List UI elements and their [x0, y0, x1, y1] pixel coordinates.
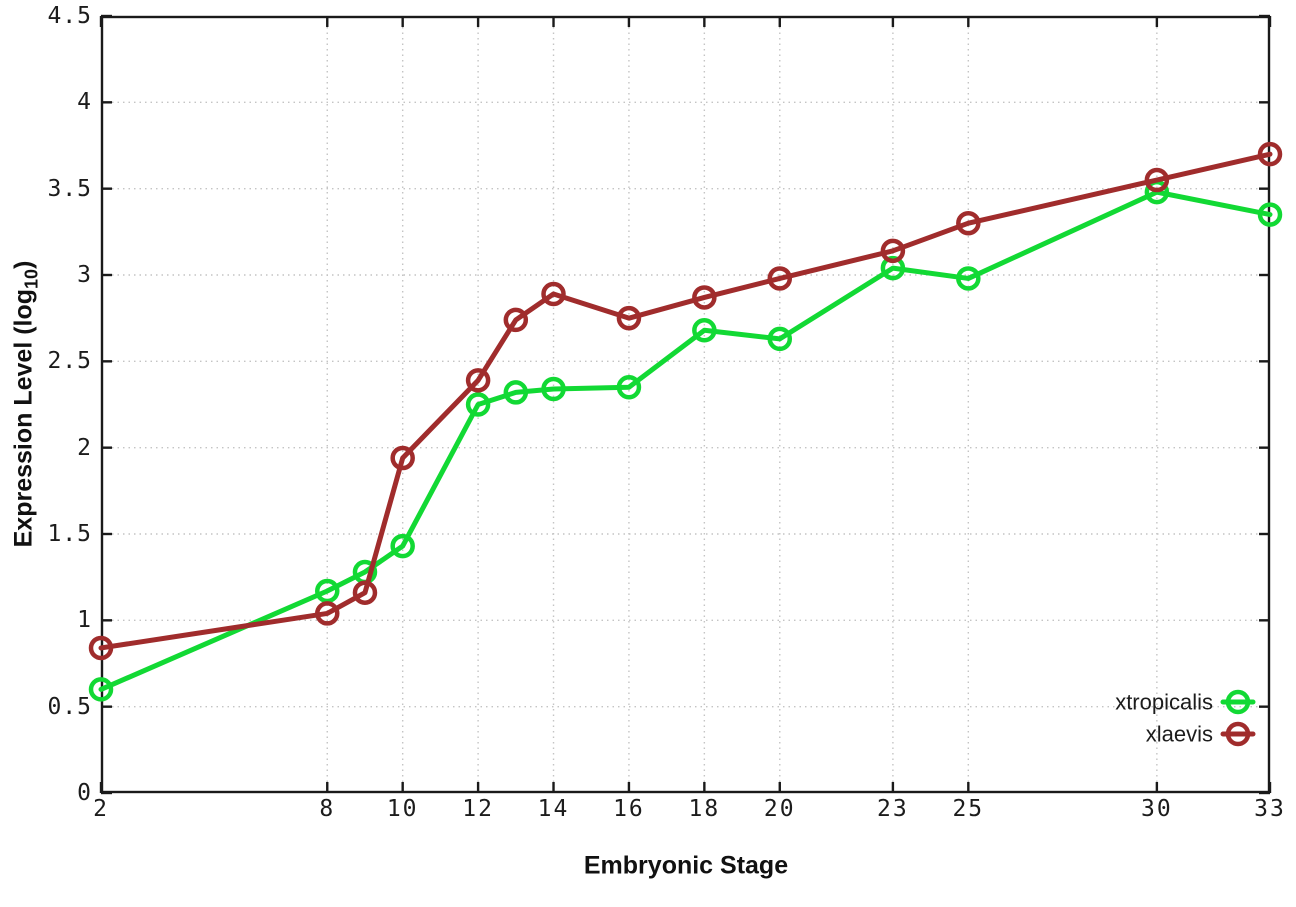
- y-tick-label: 1: [77, 607, 92, 634]
- x-tick-label: 8: [319, 796, 336, 822]
- data-point-xtropicalis: [767, 326, 793, 352]
- data-point-xtropicalis: [956, 266, 981, 291]
- data-point-xtropicalis: [880, 255, 906, 281]
- y-tick-label: 2.5: [47, 348, 92, 375]
- x-tick-label: 12: [462, 796, 494, 822]
- data-point-xlaevis: [88, 635, 114, 661]
- data-point-xlaevis: [503, 307, 529, 333]
- data-point-xlaevis: [767, 266, 793, 291]
- data-point-xlaevis: [616, 305, 642, 331]
- y-tick-label: 4: [77, 89, 92, 116]
- data-point-xlaevis: [692, 285, 717, 310]
- x-tick-label: 18: [688, 796, 721, 822]
- legend-marker-xtropicalis: [1225, 689, 1251, 715]
- data-point-xlaevis: [465, 368, 491, 393]
- y-tick-label: 3.5: [47, 175, 92, 202]
- data-point-xtropicalis: [390, 533, 415, 559]
- y-tick-label: 0.5: [47, 693, 92, 720]
- legend-marker-xlaevis: [1225, 721, 1251, 747]
- y-tick-label: 0: [77, 780, 92, 806]
- data-point-xlaevis: [1257, 141, 1283, 167]
- x-tick-label: 10: [386, 796, 419, 822]
- data-point-xtropicalis: [88, 677, 114, 702]
- legend-label-xtropicalis: xtropicalis: [1115, 690, 1213, 715]
- y-tick-label: 2: [77, 434, 92, 461]
- data-point-xtropicalis: [1257, 202, 1283, 227]
- y-tick-label: 3: [77, 262, 92, 288]
- data-point-xlaevis: [541, 281, 566, 307]
- data-point-xlaevis: [390, 445, 415, 471]
- data-point-xtropicalis: [315, 578, 340, 604]
- data-point-xlaevis: [352, 580, 378, 605]
- data-point-xtropicalis: [692, 318, 717, 343]
- series-line-xtropicalis: [98, 189, 1273, 692]
- data-point-xtropicalis: [465, 392, 491, 417]
- data-point-xlaevis: [1144, 167, 1170, 193]
- y-tick-label: 1.5: [47, 521, 92, 547]
- data-point-xlaevis: [956, 210, 981, 236]
- data-point-xlaevis: [880, 238, 906, 264]
- y-axis-title: Expression Level (log10): [9, 260, 42, 548]
- data-point-xtropicalis: [541, 376, 566, 402]
- x-tick-label: 16: [613, 796, 645, 822]
- x-tick-label: 23: [877, 796, 909, 822]
- x-tick-label: 25: [952, 796, 985, 822]
- data-point-xtropicalis: [503, 380, 529, 405]
- y-tick-label: 4.5: [47, 3, 92, 29]
- legend-label-xlaevis: xlaevis: [1146, 722, 1213, 747]
- x-tick-label: 30: [1141, 796, 1173, 822]
- x-tick-label: 14: [537, 796, 570, 822]
- x-axis-title: Embryonic Stage: [583, 851, 789, 880]
- x-tick-label: 20: [763, 796, 796, 822]
- plot-border: [100, 15, 1271, 794]
- series-line-xlaevis: [98, 151, 1273, 651]
- x-tick-label: 2: [93, 796, 109, 822]
- data-point-xtropicalis: [616, 374, 642, 400]
- plot-area: xtropicalis xlaevis: [88, 14, 1283, 795]
- x-tick-label: 33: [1254, 796, 1286, 822]
- data-point-xlaevis: [315, 601, 340, 626]
